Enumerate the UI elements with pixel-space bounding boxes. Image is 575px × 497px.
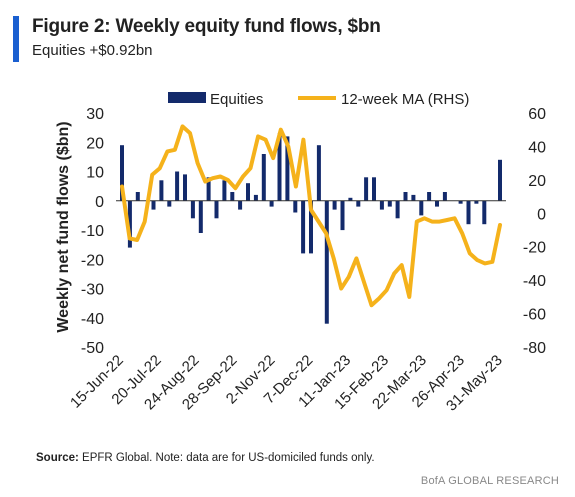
equities-bar [498, 159, 502, 201]
equities-bar [356, 200, 361, 207]
equities-bar [387, 200, 392, 207]
equities-bar [230, 192, 235, 201]
equities-bar [277, 133, 282, 201]
source-note: Source: EPFR Global. Note: data are for … [36, 452, 375, 464]
equities-bar [183, 174, 187, 201]
equities-bar [214, 200, 219, 219]
equities-bar [159, 180, 164, 201]
source-label: Source: [36, 452, 79, 464]
right-axis-tick-label: 20 [528, 173, 546, 190]
right-axis-tick-label: -80 [523, 340, 546, 357]
equities-bar [340, 200, 345, 231]
legend: Equities 12-week MA (RHS) [168, 91, 469, 108]
equities-bar [151, 200, 156, 210]
right-axis-tick-label: 60 [528, 106, 546, 123]
legend-swatch-equities [168, 92, 206, 103]
equities-bar [324, 200, 329, 324]
equities-bar [285, 136, 290, 201]
left-axis-tick-label: -10 [81, 223, 104, 240]
equities-bar [466, 200, 471, 225]
equities-bar [190, 200, 195, 219]
chart-title: Figure 2: Weekly equity fund flows, $bn [32, 16, 381, 37]
equities-bar [175, 171, 180, 201]
ma-line-series [120, 124, 502, 308]
left-axis-tick-label: -30 [81, 282, 104, 299]
equities-bar [458, 200, 463, 204]
right-axis-tick-label: 40 [528, 139, 546, 156]
equities-bar [261, 154, 266, 201]
left-axis-tick-label: 10 [86, 165, 104, 182]
equities-bar [482, 200, 487, 225]
left-axis-tick-label: -40 [81, 311, 104, 328]
equities-bar [419, 200, 424, 216]
equities-bar [135, 192, 140, 201]
equities-bar [238, 200, 243, 210]
source-text: EPFR Global. Note: data are for US-domic… [82, 452, 375, 464]
equities-bar [167, 200, 172, 207]
equities-bar [206, 177, 211, 201]
left-axis-tick-label: -20 [81, 252, 104, 269]
right-axis-ticks: 60 40 20 0 -20 -40 -60 -80 [523, 106, 546, 357]
title-accent-bar [13, 16, 19, 62]
equities-bar [253, 194, 258, 201]
chart-subtitle: Equities +$0.92bn [32, 42, 153, 59]
equities-bar [309, 200, 313, 254]
equities-bar [427, 192, 432, 201]
left-axis-tick-label: -50 [81, 340, 104, 357]
equities-bar [269, 200, 274, 207]
left-axis-tick-label: 20 [86, 135, 104, 152]
equities-bar [222, 180, 227, 201]
equities-bar [332, 200, 337, 210]
right-axis-tick-label: -60 [523, 307, 546, 324]
right-axis-tick-label: 0 [537, 206, 546, 223]
y-axis-label: Weekly net fund flows ($bn) [55, 121, 72, 332]
left-axis-tick-label: 0 [95, 194, 104, 211]
right-axis-tick-label: -40 [523, 273, 546, 290]
equities-bar [246, 183, 250, 201]
bars-series [120, 133, 502, 324]
equities-bar [403, 192, 408, 201]
equities-bar [348, 197, 353, 201]
equities-bar [301, 200, 306, 254]
equities-bar [127, 200, 132, 248]
equities-bar [442, 192, 447, 201]
legend-label-equities: Equities [210, 91, 263, 108]
x-axis-ticks: 15-Jun-2220-Jul-2224-Aug-2228-Sep-222-No… [67, 352, 506, 415]
legend-label-ma: 12-week MA (RHS) [341, 91, 469, 108]
equities-bar [411, 194, 416, 201]
equities-bar [435, 200, 439, 207]
left-axis-tick-label: 30 [86, 106, 104, 123]
equities-bar [474, 200, 479, 204]
brand-footer: BofA GLOBAL RESEARCH [420, 475, 559, 487]
right-axis-tick-label: -20 [523, 240, 546, 257]
equities-bar [316, 145, 321, 201]
equities-bar [395, 200, 400, 219]
equities-bar [293, 200, 298, 213]
equities-bar [198, 200, 203, 233]
equities-bar [372, 177, 376, 201]
equities-bar [364, 177, 369, 201]
equities-bar [379, 200, 384, 210]
left-axis-ticks: 30 20 10 0 -10 -20 -30 -40 -50 [81, 106, 104, 357]
equities-bar [120, 145, 124, 201]
